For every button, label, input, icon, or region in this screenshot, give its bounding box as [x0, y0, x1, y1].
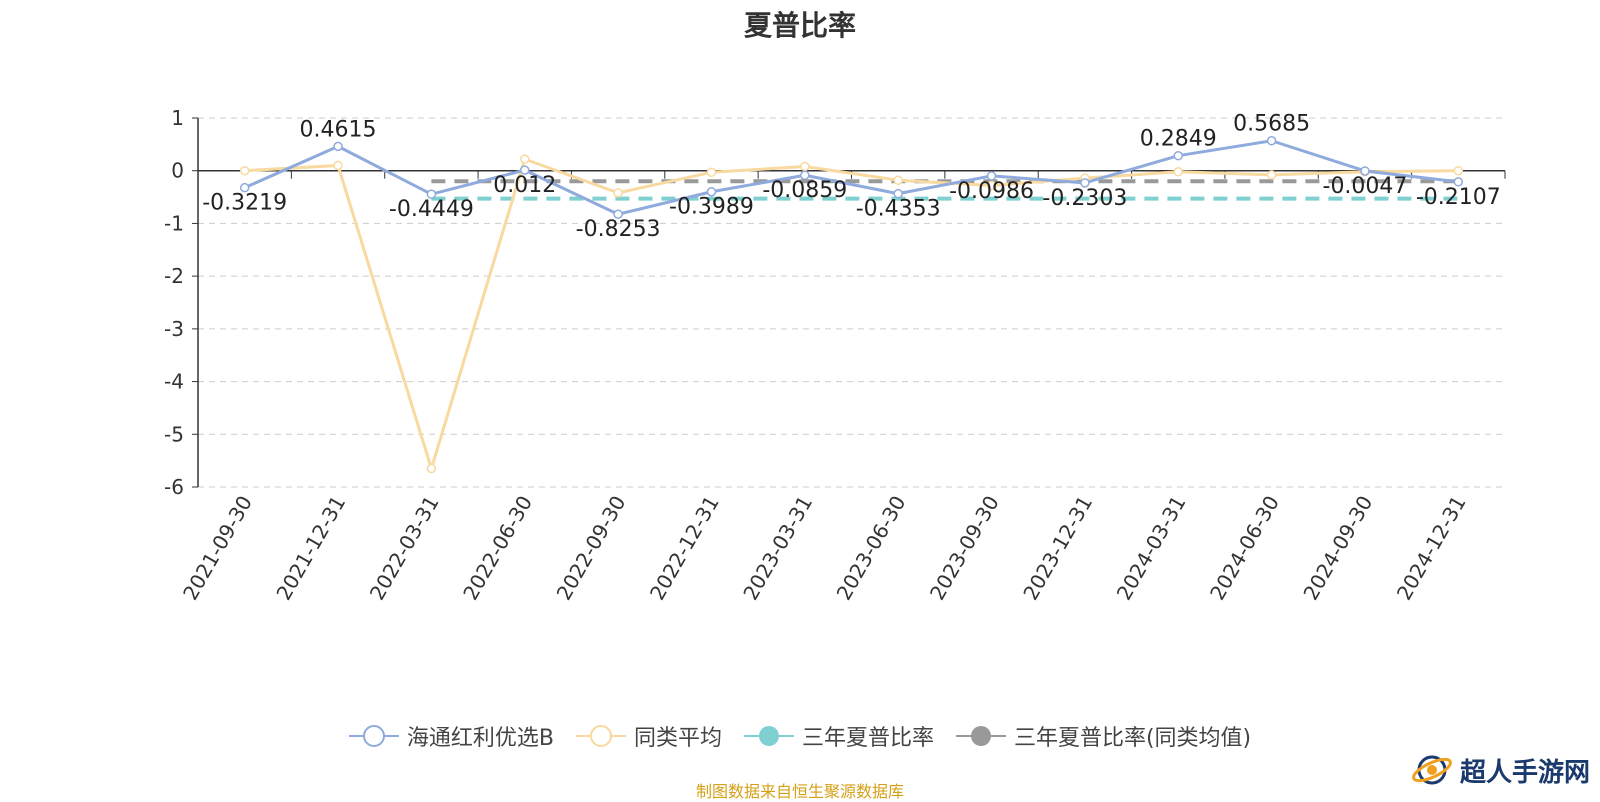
data-point-fund: [706, 186, 717, 197]
x-tick-label: 2023-09-30: [925, 491, 1004, 604]
data-point-avg: [706, 167, 717, 178]
data-label-fund: -0.2303: [1042, 186, 1127, 211]
legend-item-avg[interactable]: 同类平均: [575, 720, 722, 752]
data-label-fund: 0.4615: [300, 117, 377, 142]
data-point-avg: [1173, 167, 1183, 177]
legend-label-three-year: 三年夏普比率: [801, 726, 934, 751]
data-point-fund: [613, 209, 623, 219]
legend-marker-avg: [575, 725, 626, 747]
data-label-fund: -0.3219: [202, 191, 287, 216]
watermark-text: 超人手游网: [1459, 757, 1590, 788]
data-point-fund: [239, 182, 250, 193]
reference-lines: [431, 179, 1459, 201]
y-tick-label: -1: [164, 211, 184, 235]
data-label-fund: 0.5685: [1233, 112, 1310, 137]
legend-label-avg: 同类平均: [633, 726, 722, 751]
data-labels: -0.32190.4615-0.44490.012-0.8253-0.3989-…: [202, 112, 1501, 242]
legend-label-fund: 海通红利优选B: [406, 726, 554, 751]
data-point-avg: [800, 161, 810, 172]
x-tick-label: 2022-12-31: [645, 492, 724, 605]
y-tick-label: -4: [164, 370, 184, 394]
y-tick-label: -5: [164, 422, 184, 446]
data-label-fund: -0.4449: [389, 197, 474, 222]
legend-item-three-year-avg[interactable]: 三年夏普比率(同类均值): [955, 720, 1252, 752]
data-point-avg: [1453, 165, 1464, 176]
y-tick-label: 0: [171, 159, 184, 183]
x-tick-label: 2022-09-30: [552, 492, 631, 605]
x-tick-label: 2021-09-30: [178, 492, 257, 605]
x-tick-label: 2022-06-30: [458, 492, 537, 605]
data-point-fund: [1080, 178, 1090, 188]
x-tick-label: 2024-12-31: [1392, 492, 1471, 605]
grid-layer: [198, 117, 1505, 488]
data-point-avg: [239, 165, 250, 176]
legend-label-three-year-avg: 三年夏普比率(同类均值): [1013, 726, 1252, 751]
data-label-fund: -0.8253: [576, 217, 661, 242]
data-point-avg: [520, 154, 530, 164]
legend-marker-fund: [348, 725, 399, 747]
data-label-fund: -0.0986: [949, 179, 1034, 204]
x-tick-label: 2023-12-31: [1018, 492, 1097, 605]
legend-item-fund[interactable]: 海通红利优选B: [348, 720, 554, 752]
x-tick-label: 2023-06-30: [832, 492, 911, 605]
chart-title: 夏普比率: [743, 9, 856, 42]
source-note: 制图数据来自恒生聚源数据库: [695, 782, 904, 801]
data-point-avg: [986, 180, 997, 191]
watermark: 超人手游网: [1410, 748, 1590, 792]
x-tick-label: 2024-03-31: [1112, 492, 1191, 605]
data-label-fund: -0.0859: [762, 178, 847, 203]
data-label-fund: -0.3989: [669, 195, 754, 220]
data-point-avg: [893, 175, 903, 185]
x-tick-label: 2024-06-30: [1205, 492, 1284, 605]
x-tick-label: 2023-03-31: [738, 492, 817, 605]
data-point-fund: [333, 141, 343, 152]
series-line-avg: [244, 157, 1459, 471]
x-tick-label: 2024-09-30: [1298, 492, 1377, 605]
series-line-fund: [244, 139, 1459, 216]
globe-logo-icon: [1412, 755, 1452, 785]
data-point-fund: [800, 170, 810, 180]
data-point-fund: [426, 189, 437, 199]
data-point-avg: [613, 188, 623, 198]
data-point-avg: [1266, 170, 1277, 180]
data-point-fund: [893, 188, 903, 199]
x-tick-label: 2021-12-31: [271, 492, 350, 605]
data-point-fund: [520, 165, 530, 175]
data-label-fund: -0.0047: [1323, 174, 1408, 199]
legend-marker-three-year: [743, 726, 794, 746]
data-point-fund: [986, 171, 997, 181]
data-point-fund: [1453, 177, 1464, 187]
legend: 海通红利优选B 同类平均 三年夏普比率 三年夏普比率(同类均值): [0, 720, 1600, 752]
data-label-fund: -0.4353: [856, 197, 941, 222]
data-label-fund: 0.2849: [1140, 127, 1217, 152]
x-tick-label: 2022-03-31: [365, 491, 444, 604]
data-point-avg: [333, 160, 343, 171]
data-label-fund: -0.2107: [1416, 185, 1501, 210]
data-point-fund: [1266, 135, 1277, 146]
data-point-avg: [426, 463, 437, 474]
data-point-fund: [1173, 150, 1183, 161]
y-tick-label: -6: [164, 475, 184, 499]
data-point-fund: [1360, 166, 1370, 176]
y-tick-label: 1: [171, 106, 184, 130]
series-layer: [239, 135, 1464, 474]
y-tick-label: -3: [164, 317, 184, 341]
legend-item-three-year[interactable]: 三年夏普比率: [743, 720, 934, 752]
legend-marker-three-year-avg: [955, 726, 1006, 746]
data-label-fund: 0.012: [493, 173, 556, 198]
y-tick-label: -2: [164, 264, 184, 288]
